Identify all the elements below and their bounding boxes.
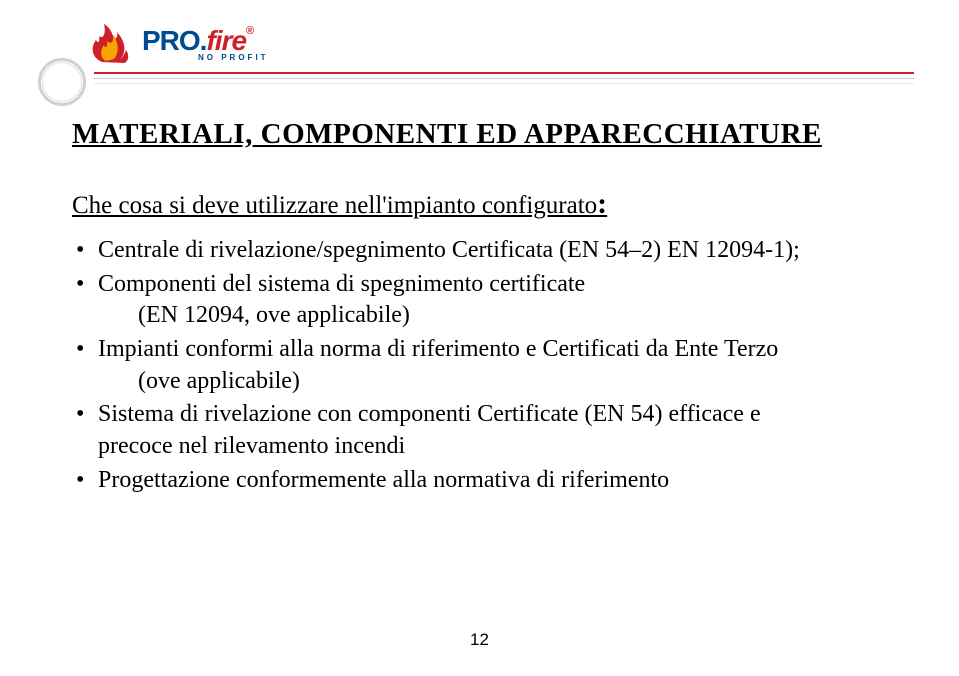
bullet-text: Impianti conformi alla norma di riferime… — [98, 336, 778, 362]
logo-fire: fire — [206, 25, 246, 56]
page-title: MATERIALI, COMPONENTI ED APPARECCHIATURE — [72, 118, 892, 151]
divider-gray-light — [94, 83, 914, 84]
flame-icon — [84, 22, 138, 64]
corner-circle-decor — [36, 56, 92, 112]
list-item: Centrale di rivelazione/spegnimento Cert… — [72, 235, 892, 267]
bullet-text: Componenti del sistema di spegnimento ce… — [98, 271, 585, 297]
bullet-continuation: precoce nel rilevamento incendi — [98, 431, 892, 463]
logo-text: PRO.fire® NO PROFIT — [142, 25, 269, 62]
bullet-text: Progettazione conformemente alla normati… — [98, 467, 669, 493]
bullet-text: Centrale di rivelazione/spegnimento Cert… — [98, 237, 800, 263]
bullet-text: Sistema di rivelazione con componenti Ce… — [98, 401, 761, 427]
content-area: MATERIALI, COMPONENTI ED APPARECCHIATURE… — [72, 118, 892, 498]
logo-dot: O. — [179, 25, 207, 56]
slide: PRO.fire® NO PROFIT MATERIALI, COMPONENT… — [0, 0, 959, 676]
bullet-continuation: (ove applicabile) — [98, 366, 892, 398]
bullet-continuation: (EN 12094, ove applicabile) — [98, 300, 892, 332]
list-item: Impianti conformi alla norma di riferime… — [72, 334, 892, 397]
bullet-list: Centrale di rivelazione/spegnimento Cert… — [72, 235, 892, 496]
divider-red — [94, 72, 914, 74]
logo-tagline: NO PROFIT — [198, 53, 269, 62]
list-item: Progettazione conformemente alla normati… — [72, 465, 892, 497]
logo-pro: PR — [142, 25, 179, 56]
logo: PRO.fire® NO PROFIT — [84, 22, 269, 64]
page-number: 12 — [0, 630, 959, 650]
logo-registered: ® — [246, 25, 253, 37]
subtitle: Che cosa si deve utilizzare nell'impiant… — [72, 187, 892, 221]
subtitle-text: Che cosa si deve utilizzare nell'impiant… — [72, 192, 597, 219]
list-item: Sistema di rivelazione con componenti Ce… — [72, 399, 892, 462]
list-item: Componenti del sistema di spegnimento ce… — [72, 269, 892, 332]
subtitle-colon: : — [597, 187, 607, 220]
divider-gray — [94, 78, 914, 79]
